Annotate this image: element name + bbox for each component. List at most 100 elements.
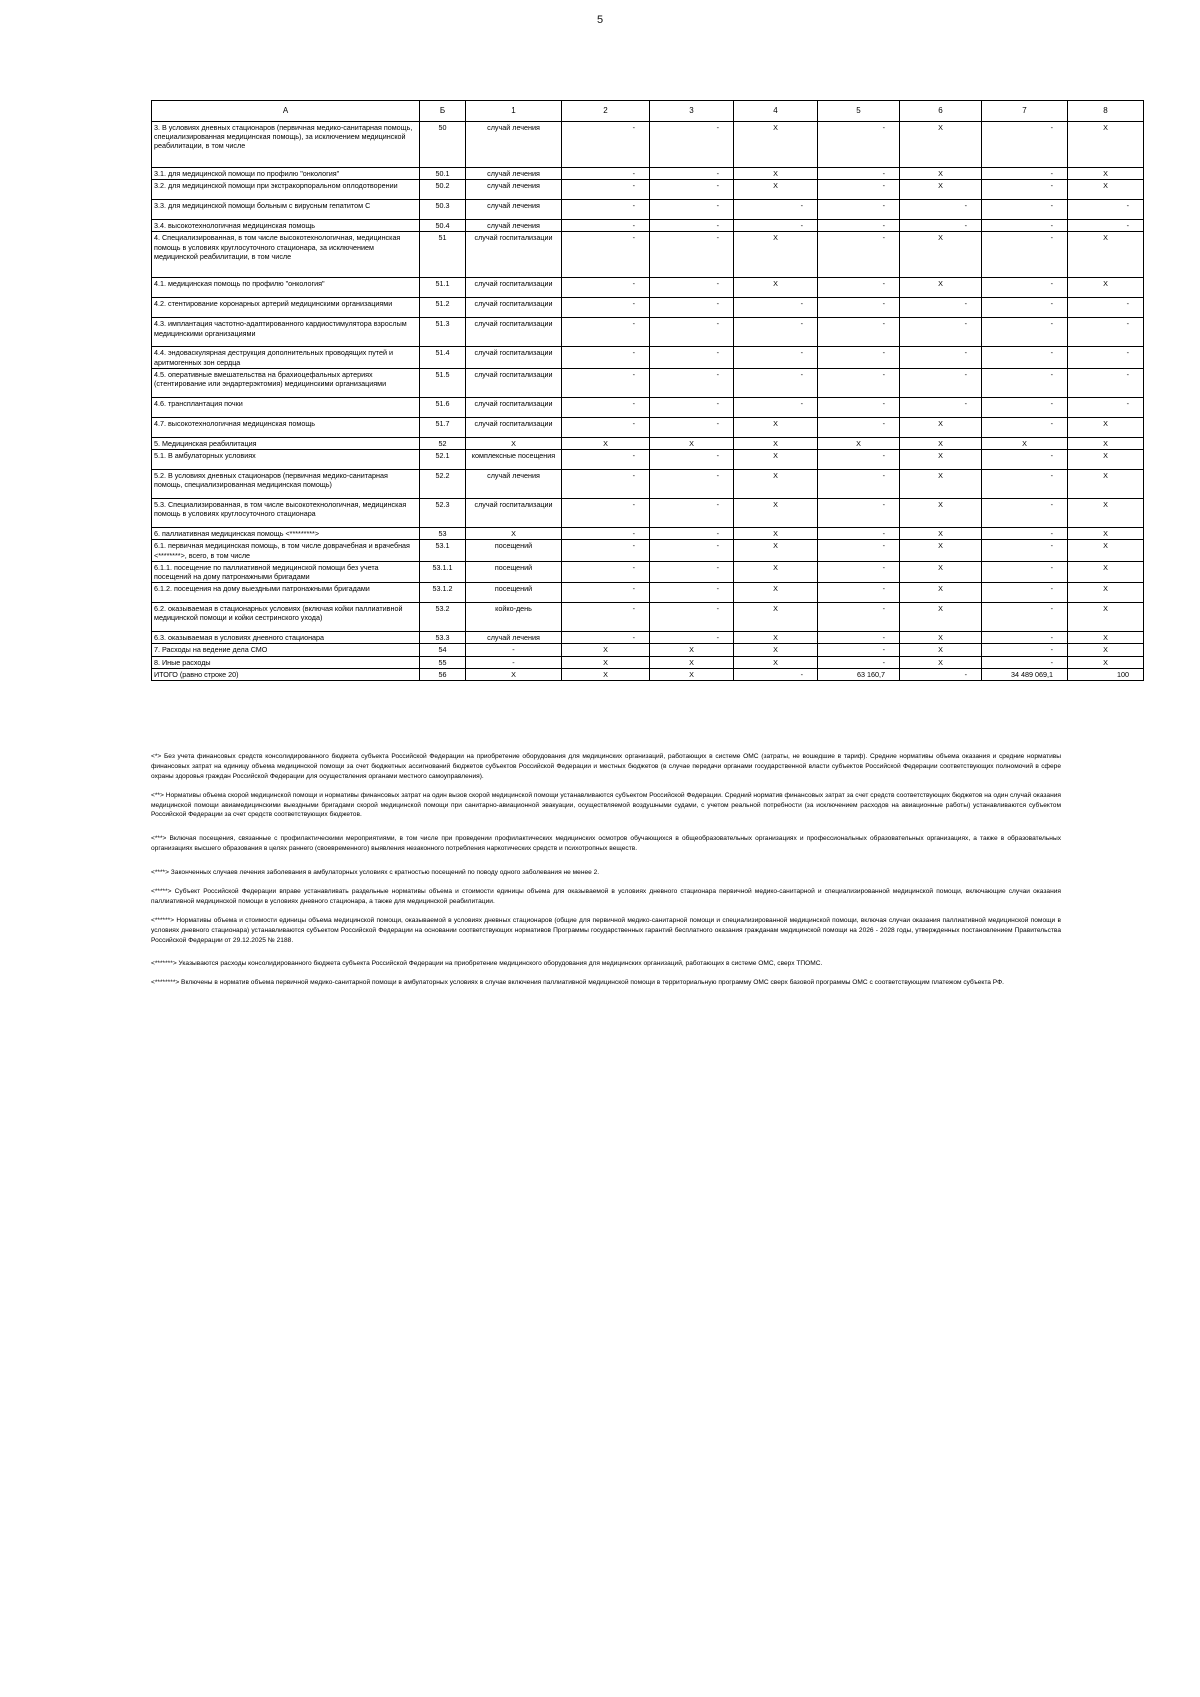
cell-unit: - xyxy=(465,655,562,669)
cell-col2: - xyxy=(561,498,650,529)
cell-col6: X xyxy=(899,643,982,657)
cell-indicator-name: 8. Иные расходы xyxy=(151,655,420,669)
cell-col8: X xyxy=(1067,449,1144,471)
cell-col6: X xyxy=(899,166,982,181)
cell-col3: - xyxy=(649,199,734,221)
cell-col3: - xyxy=(649,166,734,181)
cell-col5: - xyxy=(817,643,900,657)
cell-indicator-name: 4.7. высокотехнологичная медицинская пом… xyxy=(151,416,420,438)
cell-indicator-name: 6.2. оказываемая в стационарных условиях… xyxy=(151,602,420,633)
cell-col6: X xyxy=(899,527,982,541)
cell-col7: - xyxy=(981,277,1068,299)
cell-col6: - xyxy=(899,317,982,348)
cell-indicator-name: 4.3. имплантация частотно-адаптированног… xyxy=(151,317,420,348)
cell-col2: - xyxy=(561,297,650,319)
cell-col3: - xyxy=(649,219,734,233)
cell-col4: - xyxy=(733,367,818,398)
cell-col8: X xyxy=(1067,436,1144,451)
cell-col2: - xyxy=(561,449,650,471)
cell-col7: - xyxy=(981,582,1068,604)
cell-col6: - xyxy=(899,297,982,319)
cell-indicator-name: 3.2. для медицинской помощи при экстрако… xyxy=(151,179,420,201)
cell-unit: комплексные посещения xyxy=(465,449,562,471)
cell-col4: - xyxy=(733,667,818,682)
cell-unit: случай лечения xyxy=(465,121,562,168)
table-row: 4.6. трансплантация почки 51.6 случай госп… xyxy=(151,396,1144,418)
cell-indicator-name: 4.1. медицинская помощь по профилю "онко… xyxy=(151,277,420,299)
footnote: <*****> Субъект Российской Федерации впр… xyxy=(151,888,1061,905)
cell-indicator-name: 4.6. трансплантация почки xyxy=(151,396,420,418)
cell-col3: - xyxy=(649,367,734,398)
cell-col2: X xyxy=(561,655,650,669)
cell-unit: случай лечения xyxy=(465,199,562,221)
cell-col4: X xyxy=(733,469,818,500)
cell-col3: - xyxy=(649,346,734,369)
cell-col7: - xyxy=(981,469,1068,500)
cell-col6: X xyxy=(899,416,982,438)
cell-col8: X xyxy=(1067,560,1144,584)
cell-col4: X xyxy=(733,527,818,541)
cell-col4: - xyxy=(733,346,818,369)
cell-col7: - xyxy=(981,367,1068,398)
cell-col8: - xyxy=(1067,219,1144,233)
cell-row-code: 51.4 xyxy=(419,346,466,369)
cell-unit: - xyxy=(465,643,562,657)
cell-col6: X xyxy=(899,655,982,669)
cell-unit: случай госпитализации xyxy=(465,396,562,418)
cell-col6: X xyxy=(899,121,982,168)
cell-col5: - xyxy=(817,449,900,471)
cell-col5: 63 160,7 xyxy=(817,667,900,682)
cell-col2: - xyxy=(561,416,650,438)
cell-col6: - xyxy=(899,667,982,682)
cell-col8: X xyxy=(1067,121,1144,168)
cell-col5: X xyxy=(817,436,900,451)
cell-unit: случай госпитализации xyxy=(465,346,562,369)
cell-col3: - xyxy=(649,469,734,500)
cell-col4: X xyxy=(733,655,818,669)
cell-col8: X xyxy=(1067,582,1144,604)
cell-indicator-name: 5.2. В условиях дневных стационаров (пер… xyxy=(151,469,420,500)
cell-row-code: 54 xyxy=(419,643,466,657)
cell-col5: - xyxy=(817,346,900,369)
cell-col8: - xyxy=(1067,199,1144,221)
cell-col6: X xyxy=(899,231,982,279)
footnote: <***> Включая посещения, связанные с про… xyxy=(151,835,1061,853)
cell-col8: X xyxy=(1067,277,1144,299)
cell-row-code: 50.2 xyxy=(419,179,466,201)
table-row: 5.3. Специализированная, в том числе выс… xyxy=(151,498,1144,529)
cell-col8: X xyxy=(1067,166,1144,181)
cell-col3: - xyxy=(649,449,734,471)
cell-col6: X xyxy=(899,582,982,604)
table-row: 6. паллиативная медицинская помощь <****… xyxy=(151,527,1144,541)
cell-col4: X xyxy=(733,416,818,438)
cell-row-code: 51 xyxy=(419,231,466,279)
cell-unit: случай госпитализации xyxy=(465,367,562,398)
table-row: 4.2. стентирование коронарных артерий ме… xyxy=(151,297,1144,319)
cell-col7: 34 489 069,1 xyxy=(981,667,1068,682)
cell-col6: X xyxy=(899,179,982,201)
cell-col2: - xyxy=(561,199,650,221)
cell-col3: X xyxy=(649,667,734,682)
cell-col6: X xyxy=(899,469,982,500)
cell-col2: - xyxy=(561,277,650,299)
cell-col8: - xyxy=(1067,346,1144,369)
cell-unit: случай лечения xyxy=(465,179,562,201)
page-number: 5 xyxy=(596,14,604,26)
footnote: <*******> Указываются расходы консолидир… xyxy=(151,960,823,968)
cell-row-code: 52.2 xyxy=(419,469,466,500)
cell-col3: - xyxy=(649,297,734,319)
cell-col7: - xyxy=(981,655,1068,669)
cell-col3: - xyxy=(649,179,734,201)
cell-col3: - xyxy=(649,396,734,418)
cell-col7: - xyxy=(981,449,1068,471)
cell-unit: посещений xyxy=(465,560,562,584)
table-row: 3.4. высокотехнологичная медицинская пом… xyxy=(151,219,1144,233)
cell-col2: X xyxy=(561,643,650,657)
cell-row-code: 51.6 xyxy=(419,396,466,418)
cell-col6: X xyxy=(899,498,982,529)
cell-col4: X xyxy=(733,602,818,633)
cell-col5: - xyxy=(817,655,900,669)
table-row: 6.2. оказываемая в стационарных условиях… xyxy=(151,602,1144,633)
cell-indicator-name: 6.1.2. посещения на дому выездными патро… xyxy=(151,582,420,604)
cell-indicator-name: 6. паллиативная медицинская помощь <****… xyxy=(151,527,420,541)
